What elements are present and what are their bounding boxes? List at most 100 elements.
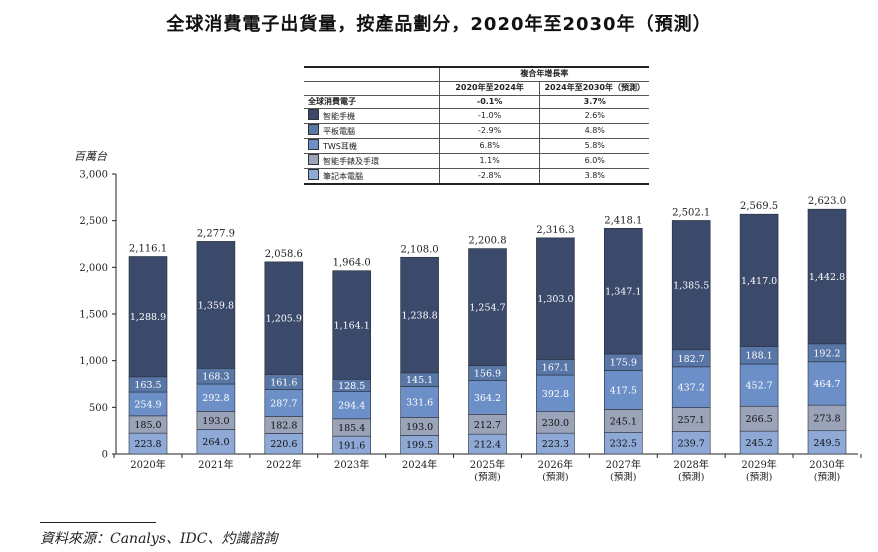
data-label: 331.6	[406, 397, 433, 408]
bar-segment	[468, 248, 507, 366]
table-row: 智能手機 -1.0% 2.6%	[304, 107, 649, 123]
table-cell: 4.8%	[539, 122, 649, 138]
bar-segment	[807, 404, 847, 432]
table-cell: -0.1%	[438, 94, 540, 108]
table-row-label: TWS耳機	[323, 141, 357, 151]
bar-segment	[671, 366, 711, 408]
data-label: 452.7	[745, 381, 772, 392]
data-label: 273.8	[813, 413, 840, 424]
data-label: 167.1	[542, 363, 569, 374]
data-label: 188.1	[745, 351, 772, 362]
table-row-label: 平板電腦	[323, 126, 355, 136]
data-label: 230.0	[542, 418, 569, 429]
data-label: 1,359.8	[198, 300, 234, 311]
y-tick-label: 1,000	[79, 356, 108, 367]
cagr-table: 複合年增長率 2020年至2024年 2024年至2030年（預測） 全球消費電…	[304, 66, 649, 185]
data-label: 264.0	[202, 437, 229, 448]
data-label: 417.5	[610, 385, 637, 396]
total-label: 2,058.6	[265, 249, 303, 260]
bar-segment	[128, 256, 168, 378]
data-label: 1,385.5	[673, 281, 709, 292]
data-label: 464.7	[813, 379, 840, 390]
data-label: 1,303.0	[537, 294, 573, 305]
data-label: 1,205.9	[266, 314, 302, 325]
data-label: 128.5	[338, 381, 365, 392]
bar-segment	[739, 405, 779, 432]
data-label: 245.1	[610, 416, 637, 427]
data-label: 192.2	[813, 348, 840, 359]
data-label: 392.8	[542, 389, 569, 400]
data-label: 168.3	[202, 372, 229, 383]
data-label: 156.9	[474, 369, 501, 380]
bar-segment	[807, 208, 847, 345]
data-label: 182.8	[270, 420, 297, 431]
y-tick-label: 0	[102, 450, 108, 461]
data-label: 223.8	[134, 439, 161, 450]
source-note: 資料來源：Canalys、IDC、灼識諮詢	[40, 531, 278, 547]
table-row: 筆記本電腦 -2.8% 3.8%	[304, 167, 649, 185]
table-row-total: 全球消費電子 -0.1% 3.7%	[304, 94, 649, 108]
data-label: 1,238.8	[401, 311, 437, 322]
bar-segment	[400, 256, 439, 374]
bar-segment	[400, 386, 439, 418]
table-row-label: 全球消費電子	[304, 94, 440, 108]
x-tick-sublabel: (預測)	[678, 471, 704, 483]
chart-bars	[128, 208, 847, 455]
data-label: 287.7	[270, 398, 297, 409]
x-tick-label: 2028年	[673, 458, 708, 471]
chart-axes: 百萬台 0 500 1,000 1,500 2,000 2,500 3,000	[74, 150, 862, 461]
data-label: 220.6	[270, 439, 297, 450]
data-label: 1,254.7	[469, 303, 505, 314]
data-label: 182.7	[678, 354, 705, 365]
table-row: 平板電腦 -2.9% 4.8%	[304, 122, 649, 138]
data-label: 1,288.9	[130, 312, 166, 323]
bar-segment	[196, 241, 236, 369]
legend-swatch	[308, 138, 319, 150]
table-cell: 3.8%	[539, 167, 649, 185]
bar-segment	[807, 361, 847, 406]
x-tick-label: 2025年	[470, 458, 505, 471]
bar-segment	[536, 374, 575, 412]
table-cell: 3.7%	[539, 94, 649, 108]
data-label: 1,417.0	[741, 276, 777, 287]
data-label: 1,164.1	[334, 321, 370, 332]
total-label: 2,108.0	[401, 244, 439, 255]
data-label: 437.2	[678, 383, 705, 394]
bar-segment	[332, 270, 372, 380]
y-tick-label: 1,500	[79, 310, 108, 321]
bar-segment	[603, 228, 643, 355]
data-label: 212.4	[474, 440, 501, 451]
x-tick-label: 2020年	[130, 458, 165, 471]
x-tick-label: 2030年	[809, 458, 844, 471]
table-corner	[304, 66, 440, 81]
table-cell: 6.0%	[539, 152, 649, 168]
table-cell: 2.6%	[539, 107, 649, 123]
x-tick-label: 2021年	[198, 458, 233, 471]
total-label: 2,623.0	[808, 196, 846, 207]
data-label: 292.8	[202, 393, 229, 404]
total-label: 2,277.9	[197, 228, 235, 239]
data-label: 161.6	[270, 377, 297, 388]
legend-swatch	[308, 123, 319, 135]
x-tick-label: 2026年	[538, 458, 573, 471]
total-label: 2,316.3	[536, 225, 574, 236]
table-cell: -2.9%	[438, 122, 540, 138]
data-label: 364.2	[474, 393, 501, 404]
x-tick-sublabel: (預測)	[610, 471, 636, 483]
data-label: 193.0	[406, 422, 433, 433]
table-cell: 1.1%	[438, 152, 540, 168]
table-col1-header: 2020年至2024年	[438, 80, 540, 95]
table-header: 複合年增長率	[438, 66, 649, 81]
data-label: 239.7	[678, 438, 705, 449]
data-label: 294.4	[338, 401, 365, 412]
chart-labels: 223.8 185.0 254.9 163.5 1,288.9 2,116.1 2020年 2…	[129, 196, 846, 483]
x-tick-label: 2023年	[334, 458, 369, 471]
total-label: 2,200.8	[468, 236, 506, 247]
bar-segment	[264, 261, 304, 375]
y-tick-label: 500	[89, 403, 108, 414]
x-tick-sublabel: (預測)	[814, 471, 840, 483]
data-label: 1,442.8	[809, 272, 845, 283]
data-label: 257.1	[678, 415, 705, 426]
table-cell: -2.8%	[438, 167, 540, 185]
